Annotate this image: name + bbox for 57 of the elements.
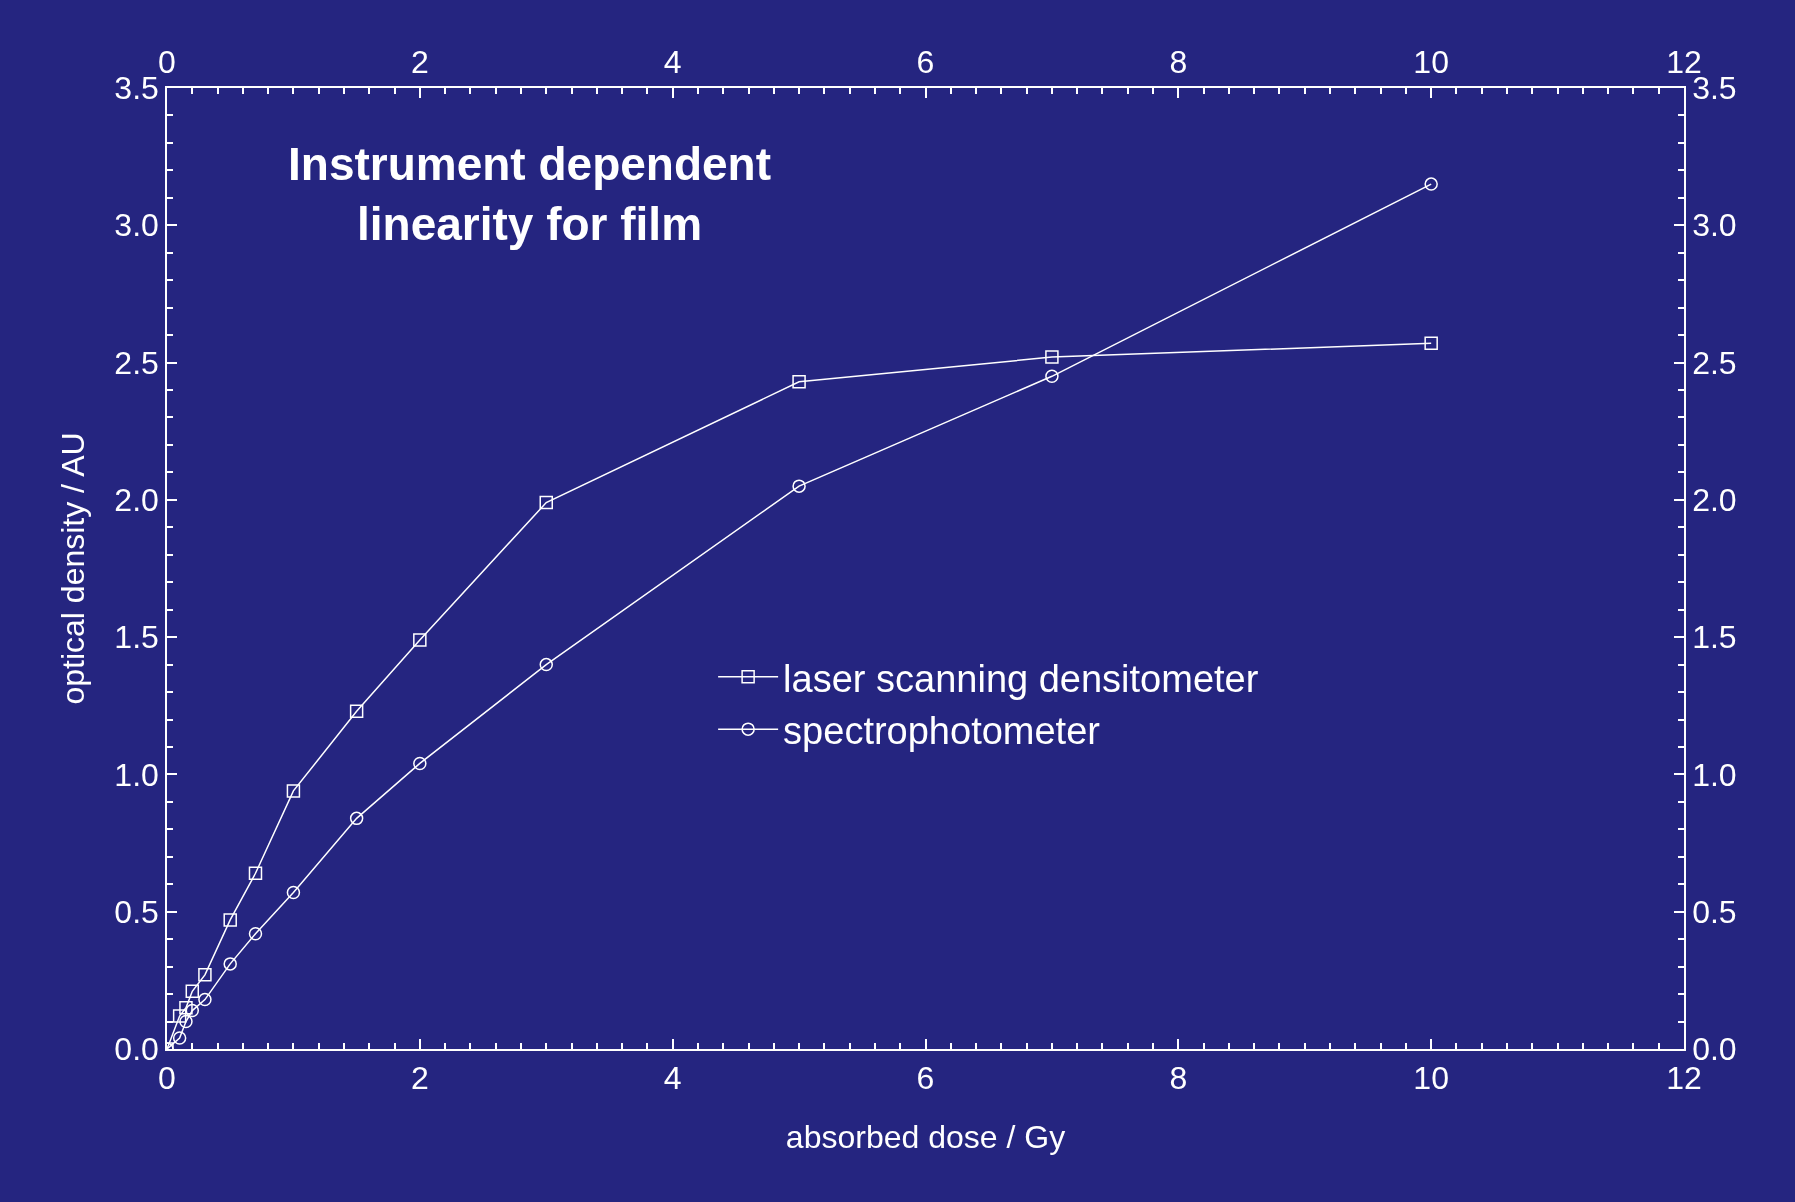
x2-tick-label: 0 [158,1060,176,1097]
x-tick-label: 10 [1413,44,1449,81]
y2-tick-label: 0.5 [1692,893,1737,930]
point [1045,369,1059,384]
x2-tick-label: 6 [916,1060,935,1097]
y-tick-label: 0.0 [114,1031,159,1068]
point [172,1009,187,1023]
y2-tick-label: 1.5 [1692,619,1737,656]
text: Instrument dependent linearity for film [288,138,772,251]
point [185,984,200,999]
point [223,913,237,927]
x-tick-label: 2 [410,44,429,81]
y-tick-label: 0.5 [114,893,159,930]
point [792,375,806,389]
point [1424,177,1438,191]
point [179,1014,193,1029]
y-tick-label: 1.5 [114,619,159,656]
point [349,811,364,826]
legend-label: laser scanning densitometer [783,657,1259,700]
x2-tick-label: 4 [663,1060,682,1097]
y2-tick-label: 1.0 [1692,756,1737,793]
x2-tick-label: 2 [410,1060,429,1097]
point [1045,350,1059,364]
y-tick-label: 1.0 [114,756,159,793]
point [539,495,553,510]
point [286,885,301,900]
point [248,926,263,941]
point [223,957,237,971]
y-tick-label: 2.5 [114,344,159,381]
legend-label: spectrophotometer [783,709,1101,752]
y-tick-label: 3.0 [114,207,159,244]
y2-tick-label: 3.0 [1692,207,1737,244]
point [349,704,364,719]
point [1424,336,1438,351]
x-tick-label: 8 [1169,44,1188,81]
point [179,1001,193,1015]
y2-tick-label: 2.5 [1692,344,1737,381]
y2-tick-label: 2.0 [1692,482,1737,519]
point [413,633,427,647]
point [248,866,263,881]
point [286,784,301,798]
point [539,657,553,672]
point [792,479,806,493]
point [172,1031,187,1045]
y-axis-title: optical density / AU [55,432,92,705]
point [413,756,427,771]
x-tick-label: 4 [663,44,682,81]
x-tick-label: 0 [158,44,176,81]
y-tick-label: 3.5 [114,70,159,107]
y-tick-label: 2.0 [114,482,159,519]
x2-tick-label: 8 [1169,1060,1188,1097]
point [198,992,212,1007]
point [185,1003,200,1018]
x2-tick-label: 10 [1413,1060,1449,1097]
point [198,968,212,982]
x-tick-label: 6 [916,44,935,81]
x-axis-title: absorbed dose / Gy [785,1118,1066,1155]
